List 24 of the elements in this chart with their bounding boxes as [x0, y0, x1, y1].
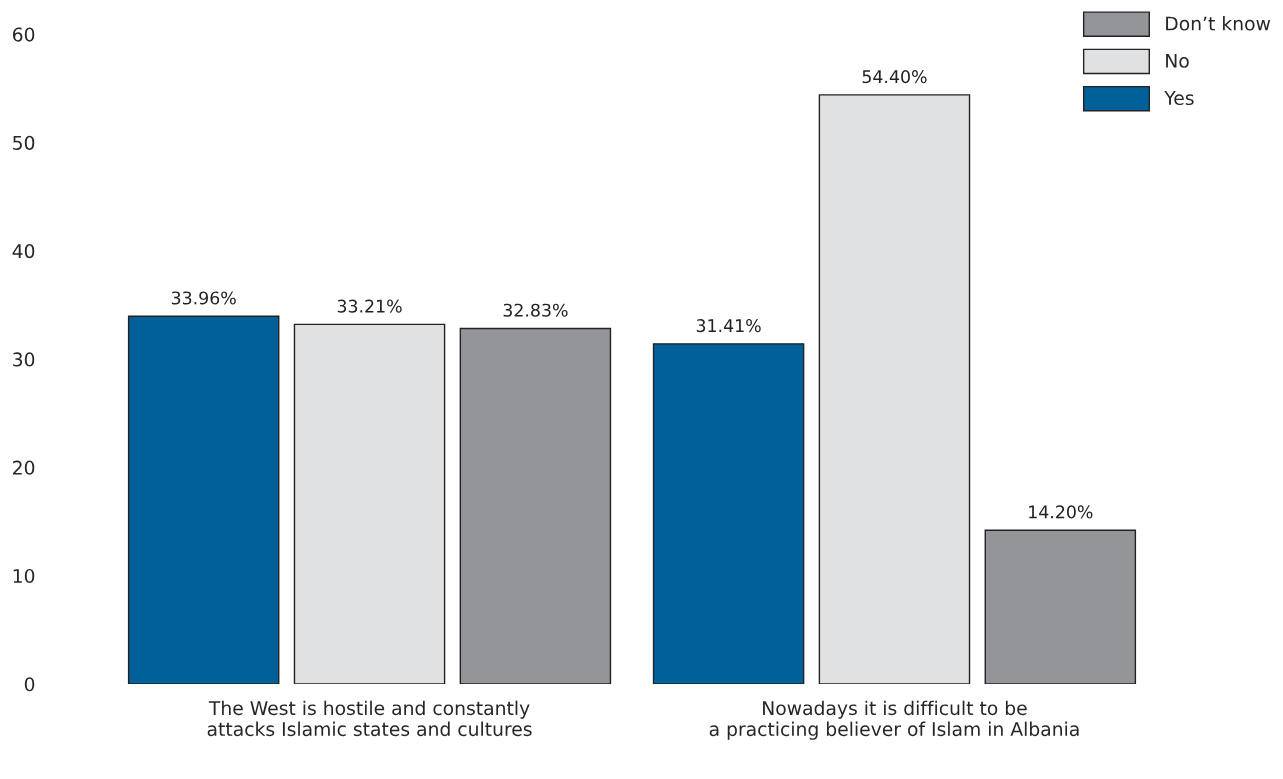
legend-label: Yes: [1164, 91, 1194, 106]
y-tick-label: 40: [12, 244, 35, 259]
bar: [459, 327, 612, 684]
x-tick-label: Nowadays it is difficult to be a practicing believer of Islam in Albania: [709, 700, 1079, 740]
bar: [293, 323, 446, 684]
data-label: 31.41%: [696, 319, 761, 333]
data-label: 54.40%: [862, 70, 927, 84]
data-label: 32.83%: [503, 303, 568, 317]
data-label: 33.96%: [171, 291, 236, 305]
legend-label: Don’t know: [1166, 16, 1271, 31]
bar: [652, 343, 805, 684]
legend-label: No: [1166, 53, 1189, 68]
y-tick-label: 10: [13, 568, 35, 584]
y-tick-label: 30: [13, 352, 35, 367]
bar: [984, 529, 1137, 684]
data-label: 33.21%: [337, 299, 402, 313]
y-tick-label: 60: [12, 27, 35, 42]
y-tick-label: 20: [13, 460, 35, 475]
y-tick-label: 0: [24, 677, 35, 692]
bar: [818, 94, 971, 684]
bar: [127, 315, 280, 684]
y-tick-label: 50: [13, 135, 35, 150]
x-tick-label: The West is hostile and constantly attacks Islamic states and cultures: [207, 700, 532, 737]
data-label: 14.20%: [1029, 505, 1093, 519]
